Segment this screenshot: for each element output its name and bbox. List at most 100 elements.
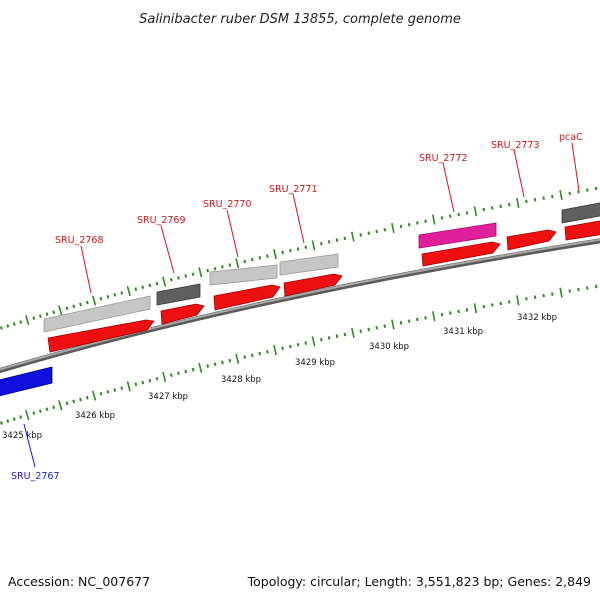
scale-labels: 3425 kbp 3426 kbp 3427 kbp 3428 kbp 3429…	[2, 313, 557, 441]
outer-minor-tick	[533, 198, 537, 202]
gene-label-sru-2767[interactable]: SRU_2767	[11, 471, 60, 482]
outer-minor-tick	[141, 285, 145, 290]
inner-minor-tick	[155, 377, 159, 381]
outer-major-tick	[559, 189, 563, 201]
inner-minor-tick	[221, 360, 224, 365]
gene-label-sru-2769[interactable]: SRU_2769	[137, 215, 186, 226]
callout-sru-2768	[80, 245, 92, 294]
inner-minor-tick	[343, 332, 347, 337]
inner-minor-tick	[335, 334, 339, 338]
gene-label-sru-2768[interactable]: SRU_2768	[55, 235, 104, 246]
inner-minor-tick	[551, 292, 554, 296]
outer-minor-tick	[465, 211, 469, 215]
outer-minor-tick	[99, 296, 103, 301]
cds-arrow-sru-2770[interactable]	[213, 284, 281, 311]
inner-major-tick	[25, 410, 30, 421]
inner-minor-tick	[440, 312, 444, 317]
inner-major-tick	[198, 362, 203, 373]
callout-pcac	[571, 142, 580, 192]
gene-block-sru-2772[interactable]	[418, 222, 497, 249]
outer-minor-tick	[266, 254, 269, 258]
inner-minor-tick	[542, 293, 545, 298]
outer-minor-tick	[79, 302, 82, 307]
outer-minor-tick	[38, 314, 42, 318]
outer-minor-tick	[72, 304, 76, 309]
outer-minor-tick	[586, 188, 589, 192]
gene-labels: SRU_2768 SRU_2769 SRU_2770 SRU_2771 SRU_…	[11, 132, 583, 482]
gene-label-sru-2771[interactable]: SRU_2771	[269, 184, 318, 195]
gene-label-pcac[interactable]: pcaC	[559, 132, 583, 143]
outer-minor-tick	[213, 266, 217, 271]
outer-minor-tick	[449, 214, 452, 218]
inner-minor-tick	[258, 351, 262, 356]
outer-minor-tick	[6, 324, 10, 328]
outer-minor-tick	[65, 306, 69, 311]
outer-minor-tick	[177, 276, 180, 280]
inner-minor-tick	[85, 395, 89, 400]
scale-label-3425: 3425 kbp	[2, 431, 42, 441]
inner-minor-tick	[533, 295, 537, 299]
outer-minor-tick	[52, 310, 56, 315]
inner-minor-tick	[416, 317, 419, 322]
outer-major-tick	[235, 258, 240, 269]
callout-sru-2770	[226, 209, 239, 258]
scale-label-3432: 3432 kbp	[517, 313, 557, 323]
accession-text: Accession: NC_007677	[8, 574, 150, 589]
gene-block-sru-2768[interactable]	[43, 295, 151, 333]
scale-label-3429: 3429 kbp	[295, 358, 335, 368]
inner-minor-tick	[383, 324, 387, 328]
cds-arrow-sru-2773[interactable]	[506, 229, 557, 251]
gene-label-sru-2773[interactable]: SRU_2773	[491, 140, 540, 151]
inner-minor-tick	[0, 421, 3, 425]
outer-major-tick	[273, 249, 277, 260]
inner-major-tick	[235, 353, 240, 364]
gene-block-sru-2767[interactable]	[0, 366, 53, 397]
outer-minor-tick	[577, 190, 580, 194]
scale-label-3428: 3428 kbp	[221, 375, 261, 385]
outer-minor-tick	[45, 312, 49, 317]
outer-minor-tick	[32, 316, 36, 320]
inner-minor-tick	[586, 286, 589, 290]
inner-minor-tick	[327, 336, 331, 340]
inner-major-tick	[432, 311, 436, 322]
cds-arrow-sru-2772[interactable]	[421, 241, 501, 267]
inner-minor-tick	[424, 316, 427, 320]
outer-tick-track	[0, 186, 598, 330]
inner-minor-tick	[465, 308, 469, 312]
inner-minor-tick	[594, 284, 598, 289]
inner-major-tick	[58, 400, 63, 411]
outer-minor-tick	[367, 231, 371, 235]
gene-block-sru-2769[interactable]	[156, 283, 201, 306]
cds-arrow-sru-2768[interactable]	[47, 319, 155, 353]
inner-minor-tick	[99, 392, 103, 396]
gene-label-sru-2770[interactable]: SRU_2770	[203, 199, 252, 210]
inner-minor-tick	[320, 337, 323, 342]
cds-arrow-sru-2769[interactable]	[160, 303, 205, 325]
outer-minor-tick	[375, 229, 379, 234]
cds-arrow-pcac[interactable]	[564, 220, 600, 241]
outer-minor-tick	[106, 294, 110, 299]
inner-minor-tick	[79, 397, 82, 402]
gene-block-sru-2771[interactable]	[279, 253, 339, 276]
inner-minor-tick	[367, 327, 371, 332]
inner-minor-tick	[134, 382, 138, 387]
inner-minor-tick	[32, 411, 36, 415]
inner-minor-tick	[359, 329, 363, 333]
outer-minor-tick	[191, 272, 195, 277]
gene-block-sru-2770[interactable]	[209, 264, 278, 286]
outer-minor-tick	[594, 186, 598, 191]
outer-major-tick	[350, 231, 355, 242]
cds-arrow-sru-2771[interactable]	[283, 273, 343, 297]
outer-minor-tick	[525, 199, 528, 204]
genome-backbone-highlight	[0, 238, 600, 371]
inner-minor-tick	[141, 380, 145, 385]
outer-minor-tick	[85, 300, 89, 305]
outer-minor-tick	[258, 256, 262, 260]
inner-minor-tick	[120, 386, 124, 390]
outer-minor-tick	[568, 191, 571, 196]
outer-major-tick	[198, 267, 203, 278]
gene-label-sru-2772[interactable]: SRU_2772	[419, 153, 468, 164]
inner-minor-tick	[148, 378, 152, 383]
gene-block-pcac[interactable]	[561, 202, 600, 224]
